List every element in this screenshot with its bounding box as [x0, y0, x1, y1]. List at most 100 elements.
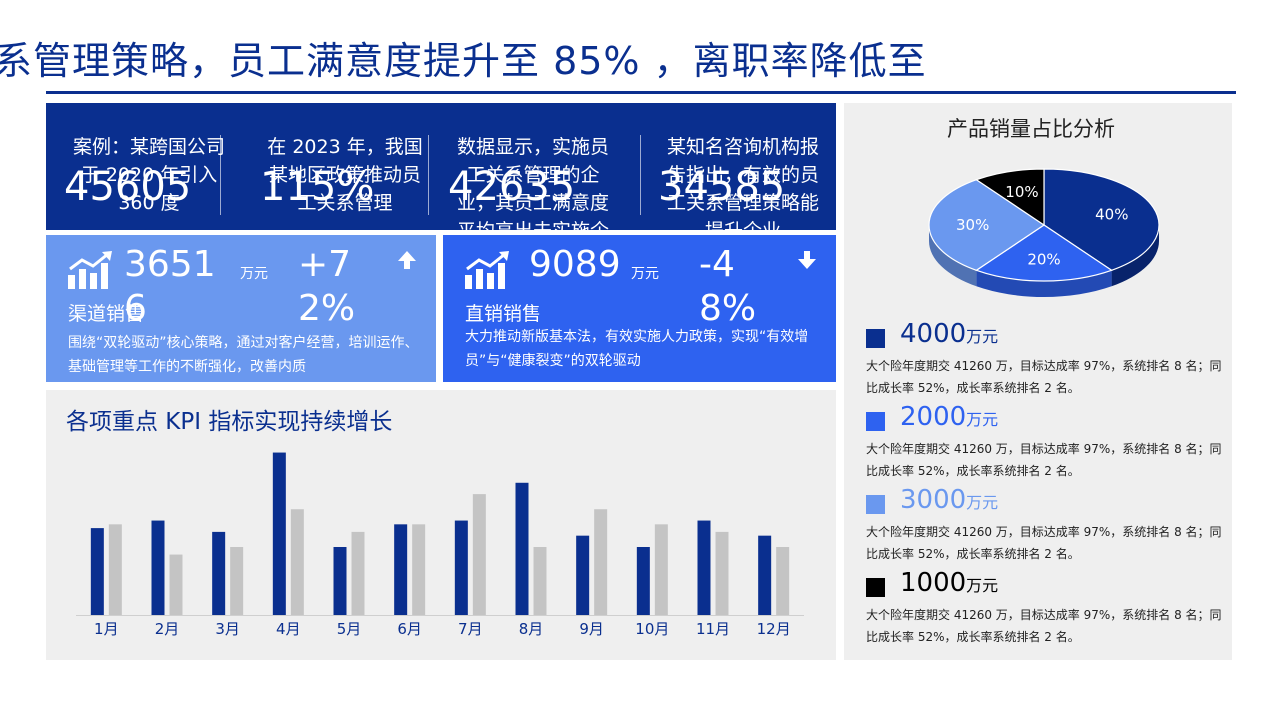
pie-slice-label: 10%: [1005, 183, 1038, 201]
down-arrow-icon: [798, 251, 816, 269]
kpi-chart-panel: 1月 2月 3月 4月 5月 6月 7月 8月 9月 10月 11月 12月 各项重点 KPI 指标实…: [46, 390, 836, 660]
stat-item: 在 2023 年，我国某地区政策推动员工关系管理 115%: [242, 103, 440, 230]
kpi-bar-series-2: [412, 524, 426, 615]
legend-value: 2000万元: [900, 402, 998, 432]
legend-description: 大个险年度期交 41260 万，目标达成率 97%，系统排名 8 名；同比成长率…: [866, 608, 1222, 644]
legend-swatch: [866, 329, 885, 348]
direct-sales-desc: 大力推动新版基本法，有效实施人力政策，实现“有效增员”与“健康裂变”的双轮驱动: [465, 329, 809, 369]
kpi-bar-series-1: [515, 482, 529, 615]
legend-value: 1000万元: [900, 568, 998, 598]
kpi-bar-series-2: [776, 547, 790, 615]
x-tick-label: 2月: [155, 620, 180, 638]
kpi-bar-series-2: [230, 547, 244, 615]
kpi-bar-series-2: [715, 531, 729, 615]
kpi-bar-series-1: [576, 535, 590, 615]
x-tick-label: 6月: [397, 620, 422, 638]
x-tick-label: 3月: [215, 620, 240, 638]
kpi-bar-series-2: [654, 524, 668, 615]
x-tick-label: 7月: [458, 620, 483, 638]
kpi-bar-series-1: [636, 547, 650, 615]
stat-value: 45605: [64, 164, 192, 210]
x-tick-label: 12月: [757, 620, 791, 638]
kpi-bar-series-1: [212, 531, 226, 615]
kpi-bar-series-1: [454, 520, 468, 615]
legend-swatch: [866, 495, 885, 514]
channel-sales-desc: 围绕“双轮驱动”核心策略，通过对客户经营，培训运作、基础管理等工作的不断强化，改…: [68, 335, 419, 375]
legend-number: 2000: [900, 402, 967, 432]
page-title: 系管理策略，员工满意度提升至 85% ，离职率降低至: [0, 39, 927, 83]
pie-slice: [975, 224, 1113, 282]
stat-text: 某知名咨询机构报告指出，有效的员工关系管理策略能提升企业: [666, 136, 819, 230]
stat-value: 34585: [658, 164, 786, 210]
stat-value: 42635: [448, 164, 576, 210]
x-tick-label: 9月: [579, 620, 604, 638]
legend-description: 大个险年度期交 41260 万，目标达成率 97%，系统排名 8 名；同比成长率…: [866, 442, 1222, 478]
kpi-bar-series-1: [697, 520, 711, 615]
direct-sales-name: 直销销售: [465, 303, 542, 325]
x-tick-label: 4月: [276, 620, 301, 638]
channel-sales-unit: 万元: [240, 266, 268, 282]
kpi-bar-series-1: [394, 524, 408, 615]
x-tick-label: 5月: [337, 620, 362, 638]
stat-text: 案例：某跨国公司于 2020 年引入 360 度: [72, 136, 225, 214]
kpi-bar-series-1: [758, 535, 772, 615]
growth-chart-icon: [68, 251, 112, 289]
direct-sales-unit: 万元: [631, 266, 659, 282]
x-tick-label: 10月: [635, 620, 669, 638]
kpi-bar-series-2: [533, 547, 547, 615]
channel-sales-card: 36516 万元 +72% 渠道销售 围绕“双轮驱动”核心策略，通过对客户经营，…: [46, 235, 436, 382]
legend-unit: 万元: [966, 410, 999, 429]
kpi-bar-chart: 1月 2月 3月 4月 5月 6月 7月 8月 9月 10月 11月 12月: [76, 452, 804, 638]
pie-slice-side: [929, 225, 977, 287]
legend-value: 4000万元: [900, 319, 998, 349]
kpi-bar-series-2: [108, 524, 122, 615]
legend-number: 4000: [900, 319, 967, 349]
pie-chart-title: 产品销量占比分析: [947, 117, 1115, 141]
stat-value: 115%: [260, 164, 375, 210]
pie-slice: [1043, 168, 1160, 271]
legend-swatch: [866, 412, 885, 431]
channel-sales-value: 36516: [124, 244, 216, 329]
stats-band: 案例：某跨国公司于 2020 年引入 360 度 45605 在 2023 年，…: [46, 103, 836, 230]
channel-sales-name: 渠道销售: [68, 303, 145, 325]
pie-slice-label: 30%: [956, 216, 989, 234]
legend-swatch: [866, 578, 885, 597]
kpi-bar-series-1: [333, 547, 347, 615]
kpi-bar-series-2: [351, 531, 365, 615]
pie-slice-label: 20%: [1027, 251, 1060, 269]
channel-sales-rate: +72%: [298, 244, 356, 329]
product-share-panel: 产品销量占比分析 40% 20% 30% 10% 4000万元 大个险年度期交 4126…: [844, 103, 1232, 660]
kpi-bar-series-1: [90, 528, 104, 615]
product-share-pie-chart: 40% 20% 30% 10%: [928, 168, 1160, 297]
x-tick-label: 11月: [696, 620, 730, 638]
pie-slice: [928, 179, 1046, 271]
x-tick-label: 8月: [519, 620, 544, 638]
pie-slice-side: [976, 270, 1112, 297]
pie-slice-side: [1111, 225, 1159, 287]
stat-divider: [428, 135, 429, 215]
legend-description: 大个险年度期交 41260 万，目标达成率 97%，系统排名 8 名；同比成长率…: [866, 359, 1222, 395]
up-arrow-icon: [398, 251, 416, 269]
kpi-bar-series-2: [290, 509, 304, 615]
legend-unit: 万元: [966, 576, 999, 595]
legend-unit: 万元: [966, 493, 999, 512]
pie-slice: [975, 168, 1045, 227]
kpi-bar-series-2: [472, 494, 486, 615]
stat-divider: [220, 135, 221, 215]
legend-description: 大个险年度期交 41260 万，目标达成率 97%，系统排名 8 名；同比成长率…: [866, 525, 1222, 561]
stat-text: 在 2023 年，我国某地区政策推动员工关系管理: [267, 136, 423, 214]
growth-chart-icon: [465, 251, 509, 289]
direct-sales-card: 9089 万元 -48% 直销销售 大力推动新版基本法，有效实施人力政策，实现“…: [443, 235, 836, 382]
kpi-bar-series-1: [151, 520, 165, 615]
title-underline: [46, 91, 1236, 94]
stat-item: 案例：某跨国公司于 2020 年引入 360 度 45605: [46, 103, 244, 230]
direct-sales-rate: -48%: [699, 244, 757, 329]
pie-slice-label: 40%: [1095, 205, 1128, 223]
stat-item: 数据显示，实施员工关系管理的企业，其员工满意度平均高出未实施企业 42635: [430, 103, 628, 230]
legend-number: 1000: [900, 568, 967, 598]
kpi-chart-title: 各项重点 KPI 指标实现持续增长: [66, 409, 393, 435]
kpi-bar-series-2: [594, 509, 608, 615]
kpi-bar-series-2: [169, 554, 183, 615]
legend-value: 3000万元: [900, 485, 998, 515]
stat-divider: [640, 135, 641, 215]
